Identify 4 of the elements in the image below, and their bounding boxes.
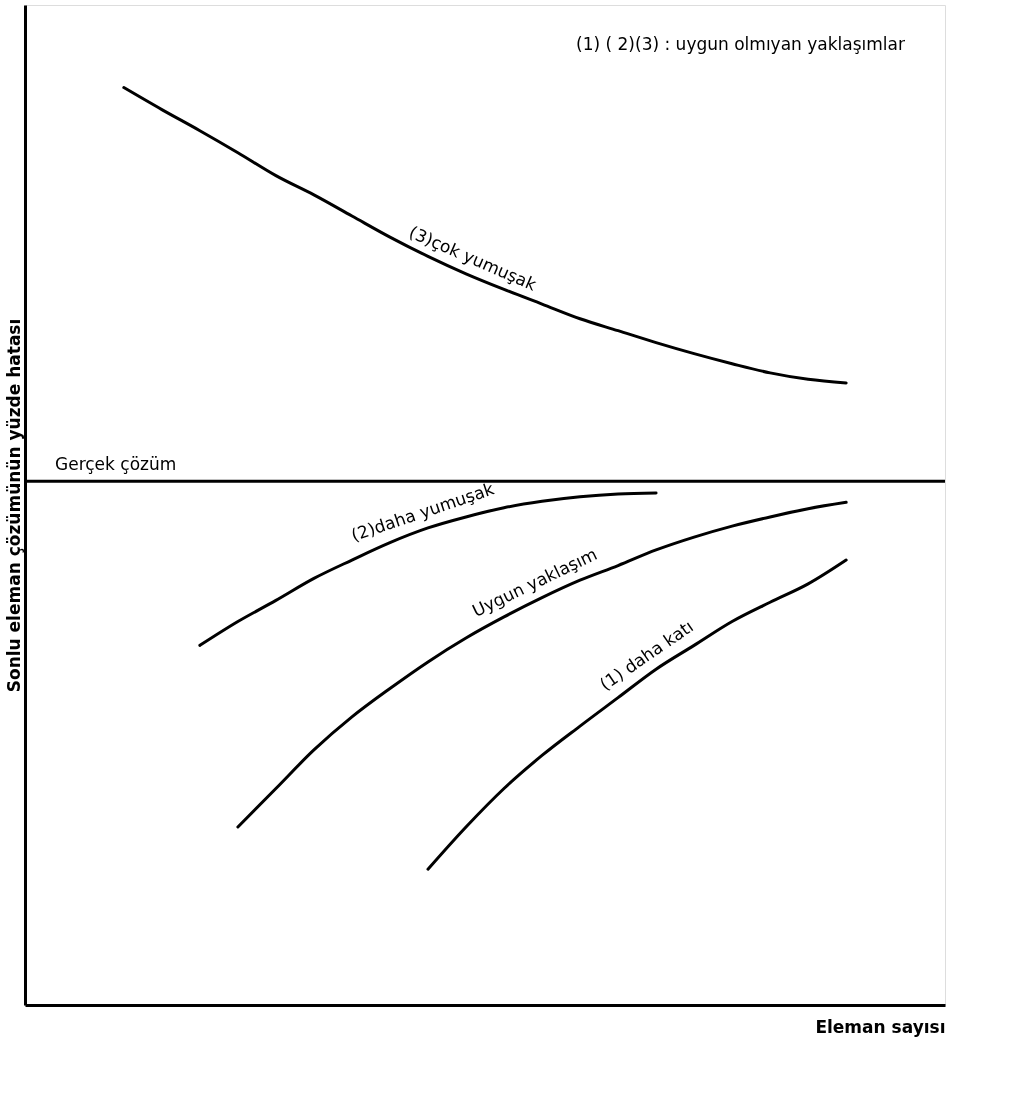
ref-line-label: Gerçek çözüm bbox=[55, 454, 177, 475]
text: (1) ( 2)(3) : uygun olmıyan yaklaşımlar bbox=[576, 34, 905, 54]
y-axis-title: Sonlu eleman çözümünün yüzde hatası bbox=[3, 318, 24, 693]
x-axis-title: Eleman sayısı bbox=[815, 1016, 946, 1037]
